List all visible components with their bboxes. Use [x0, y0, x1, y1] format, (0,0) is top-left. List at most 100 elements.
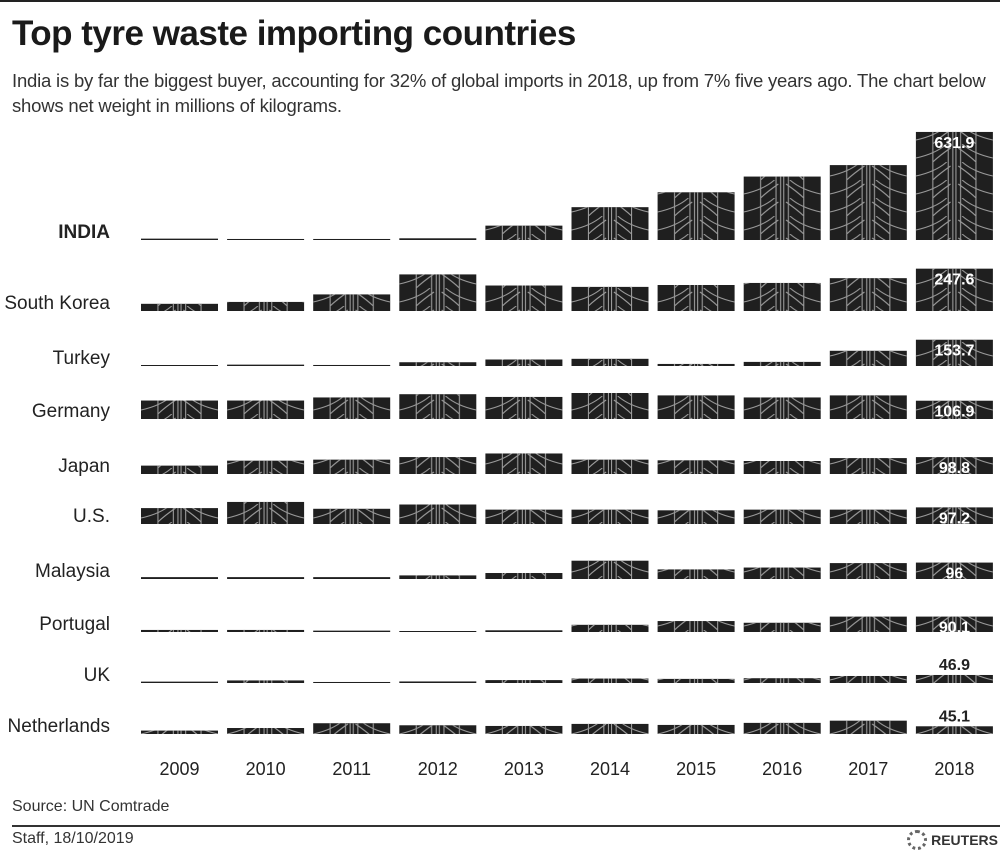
bar-tread [485, 573, 563, 579]
bar [227, 238, 305, 240]
bar [399, 631, 477, 632]
value-label: 46.9 [939, 657, 970, 674]
bar-tread [227, 501, 305, 524]
bar-tread [571, 560, 649, 579]
row-label: Germany [32, 401, 111, 422]
country-row: INDIA 631.9 [58, 131, 993, 243]
bar-tread [829, 278, 907, 311]
x-tick-label: 2018 [934, 759, 974, 779]
bar [141, 238, 218, 240]
country-row: Germany 106.9 [32, 393, 993, 422]
country-row: Netherlands 45.1 [8, 708, 993, 737]
bar-tread [571, 459, 649, 474]
credit-line: Staff, 18/10/2019 [12, 830, 134, 847]
x-tick-label: 2016 [762, 759, 802, 779]
x-tick-label: 2009 [159, 759, 199, 779]
x-tick-label: 2014 [590, 759, 630, 779]
value-label: 98.8 [939, 460, 970, 477]
bar-tread [915, 507, 993, 524]
bar-tread [829, 458, 907, 474]
bar-tread [743, 509, 821, 524]
bar-tread [743, 678, 821, 683]
bar-tread [915, 562, 993, 579]
bar-tread [485, 725, 563, 734]
x-tick-label: 2017 [848, 759, 888, 779]
value-label: 97.2 [939, 510, 970, 527]
bar-tread [485, 225, 563, 240]
bar-tread [227, 301, 305, 311]
logo-text: REUTERS [931, 832, 998, 848]
bar [141, 365, 218, 366]
bar-tread [141, 303, 218, 311]
bar-tread [313, 723, 391, 734]
bar-tread [141, 465, 218, 474]
bar-tread [571, 393, 649, 419]
bar-tread [399, 504, 477, 524]
bar-tread [485, 453, 563, 474]
bar-tread [915, 616, 993, 632]
bar-tread [571, 207, 649, 240]
footer-rule [12, 825, 1000, 827]
bar [227, 577, 305, 579]
bar-tread [657, 678, 735, 683]
country-row: Malaysia 96 [35, 560, 993, 583]
bar [141, 577, 218, 579]
bar-tread [313, 397, 391, 419]
bar-tread [915, 268, 993, 311]
bar [227, 364, 305, 366]
bar-tread [571, 509, 649, 524]
bar-tread [915, 674, 993, 683]
bar-tread [313, 508, 391, 524]
bar-tread [571, 358, 649, 366]
row-label: UK [84, 665, 111, 686]
bar [399, 681, 477, 683]
bar-tread [227, 728, 305, 734]
row-label: Japan [58, 456, 110, 477]
bar-tread [227, 629, 305, 632]
bar-tread [657, 192, 735, 240]
bar-tread [141, 730, 218, 734]
bar-tread [399, 274, 477, 311]
value-label: 153.7 [934, 343, 974, 360]
bar-tread [313, 459, 391, 474]
x-tick-label: 2013 [504, 759, 544, 779]
bar-tread [829, 675, 907, 683]
bar-tread [915, 457, 993, 474]
bar-tread [485, 396, 563, 419]
top-rule [0, 0, 1000, 2]
value-label: 247.6 [934, 272, 974, 289]
bar-tread [829, 616, 907, 632]
bar-tread [141, 400, 218, 419]
bar-tread [227, 680, 305, 683]
bar-tread [743, 361, 821, 366]
country-row: Turkey 153.7 [53, 339, 993, 369]
value-label: 45.1 [939, 708, 970, 725]
bar-tread [657, 569, 735, 579]
bar-tread [227, 400, 305, 419]
bar [313, 364, 391, 366]
bar [313, 630, 391, 632]
value-label: 90.1 [939, 620, 970, 637]
bar-tread [915, 131, 993, 240]
x-tick-label: 2012 [418, 759, 458, 779]
bar-tread [657, 395, 735, 419]
row-label: South Korea [4, 293, 110, 314]
bar-tread [485, 359, 563, 366]
bar [313, 681, 391, 683]
row-label: INDIA [58, 222, 110, 243]
bar-tread [829, 720, 907, 734]
source-note: Source: UN Comtrade [12, 798, 170, 815]
value-label: 96 [946, 566, 964, 583]
bar-tread [657, 460, 735, 474]
country-row: UK 46.9 [84, 657, 993, 686]
bar-tread [829, 563, 907, 579]
bar-tread [915, 339, 993, 366]
bar-tread [399, 457, 477, 474]
bar-tread [743, 622, 821, 632]
bar-tread [571, 286, 649, 311]
bar-tread [571, 678, 649, 683]
bar-tread [743, 567, 821, 579]
bar-tread [915, 726, 993, 734]
bar [399, 238, 477, 240]
bar-tread [399, 725, 477, 734]
